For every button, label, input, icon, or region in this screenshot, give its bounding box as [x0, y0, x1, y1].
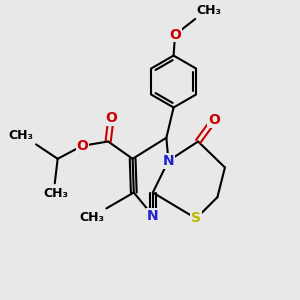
Text: CH₃: CH₃ [8, 128, 33, 142]
Text: O: O [76, 139, 88, 153]
Text: CH₃: CH₃ [79, 211, 104, 224]
Text: N: N [163, 154, 174, 168]
Text: N: N [147, 208, 159, 223]
Text: O: O [169, 28, 181, 42]
Text: O: O [105, 111, 117, 125]
Text: CH₃: CH₃ [197, 4, 222, 17]
Text: CH₃: CH₃ [44, 187, 69, 200]
Text: S: S [191, 212, 201, 226]
Text: O: O [208, 113, 220, 127]
